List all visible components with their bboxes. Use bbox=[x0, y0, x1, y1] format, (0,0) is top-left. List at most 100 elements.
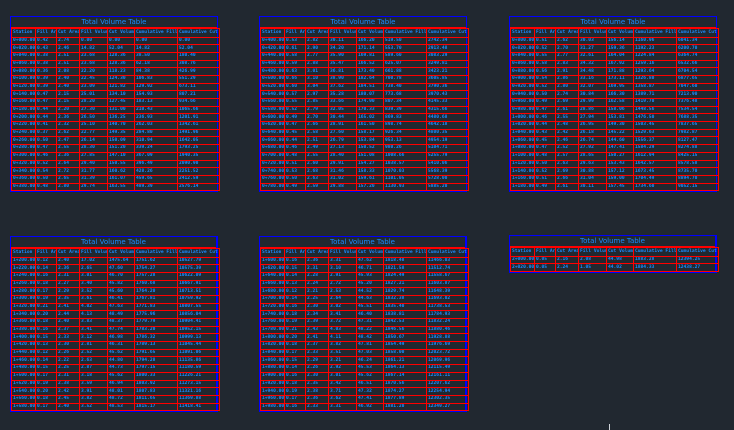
table-cell: 2.63 bbox=[555, 159, 579, 169]
table-cell: 2.30 bbox=[305, 371, 329, 381]
table-cell: 44.98 bbox=[606, 255, 634, 265]
table-cell: 29.63 bbox=[578, 159, 607, 169]
table-cell: 150.09 bbox=[107, 136, 135, 146]
table-cell: 2.68 bbox=[305, 167, 329, 176]
table-cell: 1389.71 bbox=[633, 90, 677, 99]
table-cell: 27.94 bbox=[578, 113, 607, 123]
table-cell: 167.92 bbox=[606, 59, 634, 69]
table-cell: 159.00 bbox=[606, 174, 634, 184]
table-cell: 1475.64 bbox=[107, 256, 135, 266]
table-cell: 1160.96 bbox=[633, 36, 677, 46]
table-cell: 180.40 bbox=[177, 51, 220, 61]
table-cell: 47.03 bbox=[356, 348, 384, 358]
table-cell: 0+240.00 bbox=[11, 128, 36, 138]
table-cell: 0+320.00 bbox=[11, 159, 36, 169]
table-cell: 0+340.00 bbox=[11, 167, 36, 176]
table-cell: 2.46 bbox=[555, 136, 579, 146]
table-row: 1+520.00 0.19 2.38 3.59 46.94 1803.92 11273.15 bbox=[11, 379, 220, 389]
table-cell: 0+460.00 bbox=[260, 59, 285, 69]
table-row: 1+180.00 0.49 2.61 30.11 157.45 1734.60 9052.1… bbox=[510, 182, 719, 192]
table-cell: 1+300.00 bbox=[11, 294, 36, 304]
table-cell: 11648.39 bbox=[426, 287, 469, 296]
table-cell: 1293.64 bbox=[633, 67, 677, 76]
table-cell: 31.39 bbox=[79, 174, 108, 184]
table-cell: 46.92 bbox=[356, 402, 384, 412]
table-cell: 1779.79 bbox=[134, 318, 178, 327]
table-cell: 0+640.00 bbox=[260, 128, 285, 138]
table-cell: 0.61 bbox=[284, 44, 306, 53]
table-cell: 31.27 bbox=[578, 44, 607, 53]
table-cell: 553.70 bbox=[383, 44, 427, 53]
table-cell: 45.51 bbox=[356, 302, 384, 312]
table-row: 0+200.00 0.44 2.36 26.50 136.25 236.93 1201.91 bbox=[11, 113, 220, 123]
table-cell: 0.38 bbox=[35, 51, 57, 61]
table-cell: 7837.65 bbox=[676, 121, 719, 130]
table-cell: 1850.67 bbox=[383, 333, 427, 343]
table-cell: 27.85 bbox=[79, 151, 108, 161]
table-cell: 2.74 bbox=[555, 90, 579, 99]
table-cell: 3.62 bbox=[328, 394, 357, 404]
table-cell: 2.74 bbox=[56, 36, 80, 46]
column-header: Fill Area bbox=[534, 28, 556, 38]
table-cell: 150.52 bbox=[356, 144, 384, 153]
table-cell: 35.47 bbox=[328, 59, 357, 69]
table-cell: 11738.53 bbox=[426, 302, 469, 312]
table-cell: 5728.00 bbox=[426, 174, 469, 184]
table-cell: 0.00 bbox=[134, 36, 178, 46]
table-cell: 3.52 bbox=[79, 402, 108, 412]
table-cell: 2742.34 bbox=[426, 36, 469, 46]
table-cell: 8425.15 bbox=[676, 151, 719, 161]
table-cell: 6041.34 bbox=[676, 36, 719, 46]
table-cell: 140.70 bbox=[107, 121, 135, 130]
table-cell: 1800.33 bbox=[134, 371, 178, 381]
table-cell: 0.44 bbox=[35, 105, 57, 115]
table-cell: 2.38 bbox=[56, 379, 80, 389]
table-cell: 171.14 bbox=[356, 44, 384, 53]
table-row: 1+040.00 0.43 2.42 26.18 145.22 1529.63 7982.8… bbox=[510, 128, 719, 138]
table-cell: 3249.81 bbox=[426, 59, 469, 69]
table-cell: 1+100.00 bbox=[510, 151, 535, 161]
table-row: 1+360.00 0.18 2.40 3.83 48.37 1779.79 10904.41 bbox=[11, 318, 220, 327]
table-cell: 12438.27 bbox=[676, 263, 719, 272]
table-cell: 44.63 bbox=[356, 294, 384, 304]
table-cell: 0.00 bbox=[177, 36, 220, 46]
table-cell: 0+700.00 bbox=[260, 151, 285, 161]
table-cell: 1+860.00 bbox=[260, 356, 285, 366]
table-cell: 6704.54 bbox=[676, 67, 719, 76]
table-title: Total Volume Table bbox=[510, 236, 715, 247]
table-row: 1+900.00 0.16 2.30 3.01 45.62 1867.14 12161.11 bbox=[260, 371, 469, 381]
table-cell: 7047.60 bbox=[676, 82, 719, 92]
table-cell: 2.59 bbox=[305, 182, 329, 192]
table-cell: 0.49 bbox=[284, 182, 306, 192]
table-cell: 0+100.00 bbox=[11, 74, 36, 84]
table-cell: 10667.91 bbox=[177, 279, 220, 289]
column-header: Cut Volume bbox=[606, 247, 634, 257]
table-cell: 28.86 bbox=[578, 105, 607, 115]
column-header: Station bbox=[260, 248, 285, 258]
table-cell: 4.02 bbox=[79, 302, 108, 312]
table-cell: 0.56 bbox=[534, 67, 556, 76]
table-row: 0+120.00 0.39 2.40 23.09 121.82 129.92 673.11 bbox=[11, 82, 220, 92]
table-row: 1+760.00 0.19 2.39 3.72 47.31 1842.53 11832.24 bbox=[260, 318, 469, 327]
table-cell: 2+020.00 bbox=[510, 263, 535, 272]
table-cell: 0.37 bbox=[35, 128, 57, 138]
table-cell: 0+500.00 bbox=[260, 74, 285, 84]
table-cell: 2.69 bbox=[555, 167, 579, 176]
table-row: 1+820.00 0.18 2.37 3.82 47.81 1854.49 11976.69 bbox=[260, 341, 469, 350]
table-cell: 0+280.00 bbox=[11, 144, 36, 153]
table-cell: 170.33 bbox=[356, 105, 384, 115]
table-cell: 183.13 bbox=[134, 98, 178, 107]
table-cell: 5104.71 bbox=[426, 144, 469, 153]
table-row: 0+620.00 0.47 2.66 28.91 161.50 898.74 4642.18 bbox=[260, 121, 469, 130]
table-cell: 128.36 bbox=[107, 59, 135, 69]
table-cell: 2.15 bbox=[56, 98, 80, 107]
table-cell: 28.91 bbox=[328, 121, 357, 130]
table-cell: 1+540.00 bbox=[11, 387, 36, 396]
table-cell: 12207.62 bbox=[426, 379, 469, 389]
table-cell: 1854.49 bbox=[383, 341, 427, 350]
table-cell: 0+560.00 bbox=[260, 98, 285, 107]
table-row: 0+880.00 0.56 2.91 34.48 171.88 1293.64 6704.5… bbox=[510, 67, 719, 76]
table-cell: 2.79 bbox=[305, 105, 329, 115]
table-row: 0+380.00 0.48 2.80 29.74 163.55 489.39 2576.14 bbox=[11, 182, 220, 192]
